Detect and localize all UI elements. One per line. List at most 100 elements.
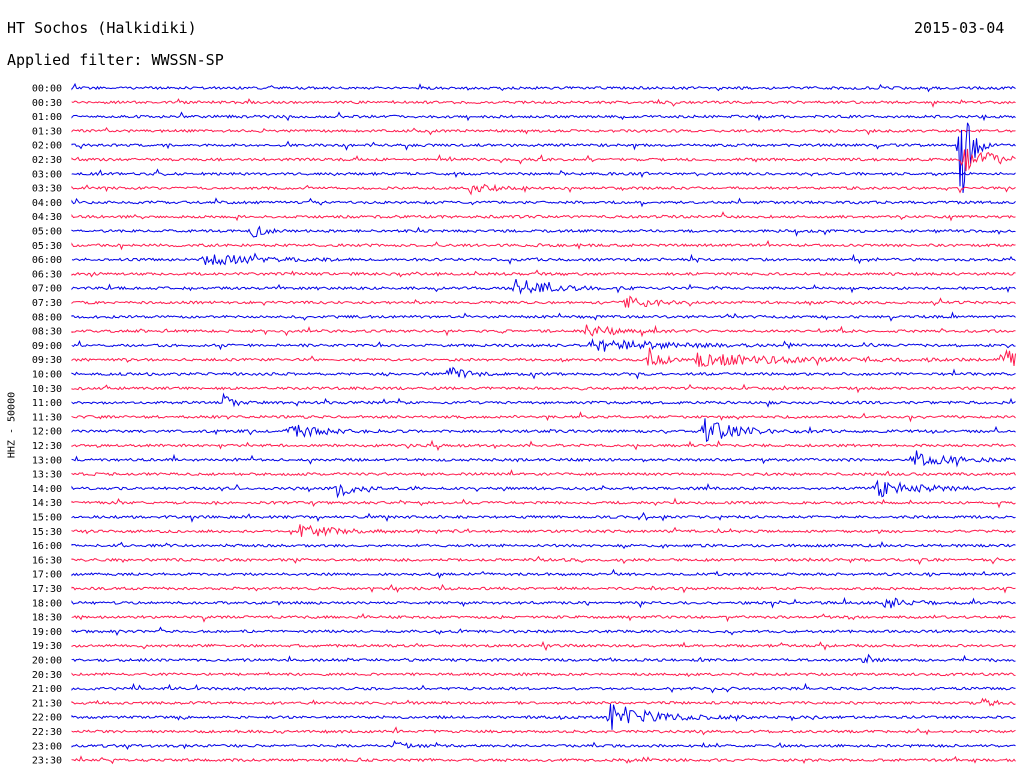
row-label: 12:30: [32, 441, 62, 452]
row-label: 10:00: [32, 370, 62, 381]
trace-row-2230: [71, 726, 1016, 736]
trace-row-1530: [71, 524, 1016, 537]
trace-row-1100: [71, 392, 1016, 408]
trace-row-0700: [71, 278, 1016, 295]
trace-row-2100: [71, 682, 1016, 694]
row-label: 22:00: [32, 713, 62, 724]
trace-row-0430: [71, 211, 1016, 222]
trace-row-1400: [71, 479, 1016, 499]
trace-row-1930: [71, 640, 1016, 652]
row-label: 01:30: [32, 126, 62, 137]
row-label: 17:30: [32, 584, 62, 595]
row-label: 03:30: [32, 184, 62, 195]
trace-row-1330: [71, 469, 1016, 477]
row-label: 18:30: [32, 613, 62, 624]
trace-row-0000: [71, 82, 1016, 93]
row-label: 21:30: [32, 698, 62, 709]
trace-row-1800: [71, 596, 1016, 609]
row-label: 13:30: [32, 470, 62, 481]
row-label: 09:30: [32, 355, 62, 366]
trace-row-2030: [71, 671, 1016, 678]
trace-row-2130: [71, 697, 1016, 707]
row-label: 04:30: [32, 212, 62, 223]
trace-row-1630: [71, 555, 1016, 565]
row-label: 19:30: [32, 641, 62, 652]
row-label: 13:00: [32, 455, 62, 466]
row-label: 20:00: [32, 656, 62, 667]
row-label: 09:00: [32, 341, 62, 352]
row-label: 14:00: [32, 484, 62, 495]
trace-row-0800: [71, 311, 1016, 322]
row-label: 17:00: [32, 570, 62, 581]
row-label: 23:00: [32, 741, 62, 752]
row-label: 23:30: [32, 756, 62, 767]
row-label: 03:00: [32, 169, 62, 180]
row-label: 02:30: [32, 155, 62, 166]
row-label: 15:30: [32, 527, 62, 538]
row-label: 12:00: [32, 427, 62, 438]
trace-row-2200: [71, 703, 1016, 730]
row-label: 10:30: [32, 384, 62, 395]
trace-row-0400: [71, 197, 1016, 208]
trace-row-0600: [71, 252, 1016, 266]
trace-row-1300: [71, 450, 1016, 468]
trace-row-1130: [71, 411, 1016, 423]
trace-row-2000: [71, 653, 1016, 664]
row-label: 16:30: [32, 555, 62, 566]
row-label: 00:00: [32, 84, 62, 95]
row-label: 15:00: [32, 513, 62, 524]
trace-row-0300: [71, 168, 1016, 179]
filter-label: Applied filter: WWSSN-SP: [7, 51, 224, 69]
row-label: 08:30: [32, 327, 62, 338]
trace-row-0730: [71, 295, 1016, 308]
trace-row-1000: [71, 366, 1016, 380]
trace-row-1230: [71, 439, 1016, 452]
trace-row-1700: [71, 568, 1016, 579]
row-label: 04:00: [32, 198, 62, 209]
row-label: 11:00: [32, 398, 62, 409]
row-label: 02:00: [32, 141, 62, 152]
row-label: 05:00: [32, 227, 62, 238]
trace-row-0230: [71, 148, 1016, 172]
trace-row-0930: [71, 347, 1016, 367]
trace-row-1030: [71, 383, 1016, 394]
trace-row-1500: [71, 511, 1016, 523]
row-label: 05:30: [32, 241, 62, 252]
trace-row-1730: [71, 583, 1016, 594]
trace-row-0900: [71, 338, 1016, 352]
row-label: 07:30: [32, 298, 62, 309]
date-label: 2015-03-04: [914, 19, 1005, 37]
trace-row-0130: [71, 126, 1016, 136]
trace-row-1830: [71, 612, 1016, 623]
trace-row-0200: [71, 122, 1016, 193]
trace-row-0830: [71, 324, 1016, 338]
row-label: 20:30: [32, 670, 62, 681]
trace-row-0630: [71, 269, 1016, 278]
station-title: HT Sochos (Halkidiki): [7, 19, 197, 37]
row-label: 21:00: [32, 684, 62, 695]
row-label: 22:30: [32, 727, 62, 738]
row-label: 19:00: [32, 627, 62, 638]
trace-row-0100: [71, 111, 1016, 122]
trace-row-0530: [71, 239, 1016, 251]
trace-row-1200: [71, 418, 1016, 443]
row-label: 16:00: [32, 541, 62, 552]
row-label: 08:00: [32, 312, 62, 323]
row-label: 06:30: [32, 269, 62, 280]
trace-row-2300: [71, 740, 1016, 750]
row-label: 01:00: [32, 112, 62, 123]
row-label: 18:00: [32, 598, 62, 609]
row-label: 06:00: [32, 255, 62, 266]
trace-row-1600: [71, 541, 1016, 550]
trace-row-2330: [71, 755, 1016, 765]
trace-row-1900: [71, 626, 1016, 636]
trace-row-1430: [71, 497, 1016, 509]
row-label: 00:30: [32, 98, 62, 109]
row-label: 14:30: [32, 498, 62, 509]
trace-row-0030: [71, 98, 1016, 108]
trace-row-0330: [71, 183, 1016, 196]
row-label: 11:30: [32, 412, 62, 423]
trace-row-0500: [71, 225, 1016, 238]
row-label: 07:00: [32, 284, 62, 295]
